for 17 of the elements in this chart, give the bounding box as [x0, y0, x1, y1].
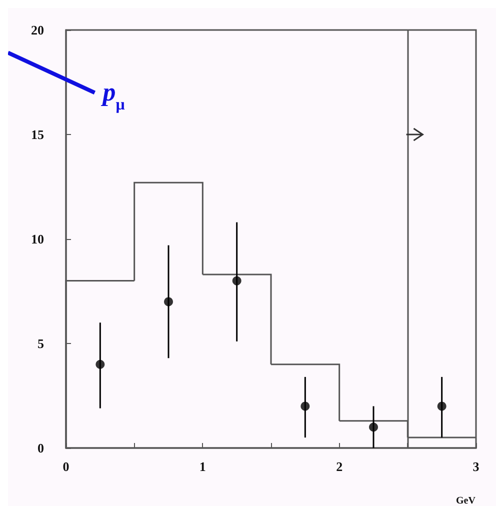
y-tick-label: 20 — [31, 22, 44, 38]
x-tick-label: 2 — [336, 459, 343, 474]
y-tick-label: 15 — [31, 127, 44, 142]
x-tick-label: 0 — [62, 459, 70, 474]
point — [164, 297, 173, 306]
y-tick-label: 5 — [38, 336, 44, 351]
y-tick-label: 10 — [31, 232, 44, 246]
point — [96, 360, 105, 369]
point — [437, 402, 446, 411]
point — [369, 422, 378, 432]
y-tick-label: 0 — [38, 440, 44, 456]
point — [232, 276, 242, 286]
x-tick-label: 1 — [199, 459, 206, 474]
point — [300, 402, 310, 411]
annotation: p$_{μ}$ — [100, 78, 125, 114]
x-axis-title: GeV — [456, 496, 476, 506]
x-tick-label: 3 — [472, 459, 480, 474]
